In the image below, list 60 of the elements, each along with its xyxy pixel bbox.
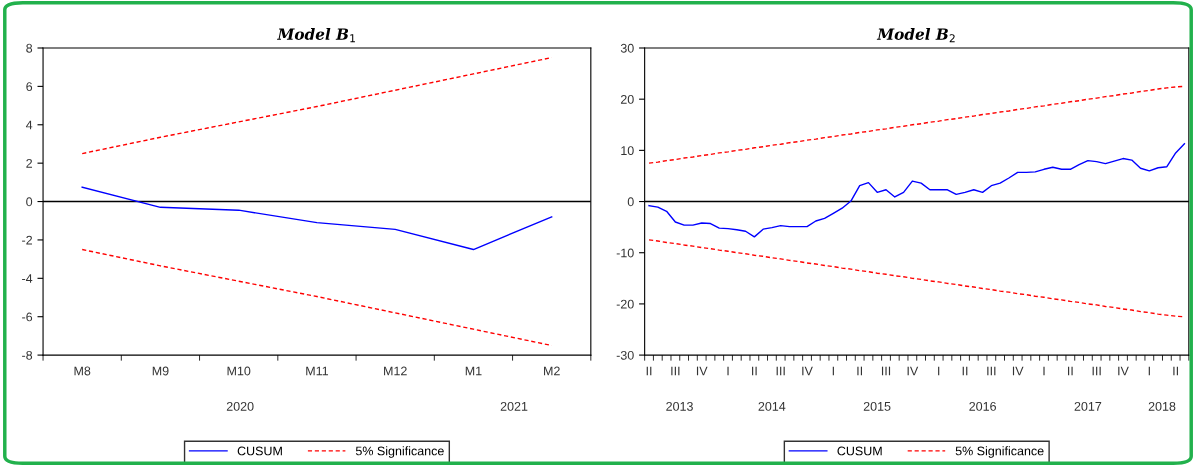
y-tick-label: -6 [22,312,33,322]
x2-tick-label: 2016 [969,401,996,411]
y-tick-label: -30 [616,350,634,360]
x-tick-label: IV [907,366,919,376]
x-tick-label: IV [1118,366,1129,376]
x2-tick-label: 2018 [1148,401,1176,411]
x2-tick-label: 2021 [500,401,528,411]
y-tick-label: 8 [26,43,33,53]
x-tick-label: II [1068,366,1073,376]
x-tick-label: IV [1012,366,1024,376]
y-tick-label: 30 [620,43,634,53]
chart-title: Model B$_{1}$ [277,28,355,43]
x-tick-label: III [881,366,891,376]
x-tick-label: I [727,366,729,376]
legend-label: 5% Significance [955,446,1044,458]
chart-title: Model B$_{2}$ [876,28,955,43]
x2-tick-label: 2020 [226,401,254,411]
y-tick-label: -2 [22,235,33,245]
x-tick-label: II [752,366,757,376]
x-tick-label: IV [802,366,813,376]
y-tick-label: -20 [616,299,634,309]
x-tick-label: M2 [544,366,560,376]
y-tick-label: 0 [26,197,33,207]
x-tick-label: III [776,366,785,376]
y-tick-label: 4 [25,120,33,130]
y-tick-label: -8 [22,350,33,360]
x-tick-label: I [1148,366,1150,376]
line-series [648,143,1186,238]
x-tick-label: III [671,366,680,376]
x-tick-label: II [646,366,652,376]
x2-tick-label: 2014 [758,401,786,411]
x-tick-label: M8 [74,366,91,376]
x-tick-label: I [832,366,834,376]
y-tick-label: 6 [26,82,33,92]
y-tick-label: 10 [621,146,634,156]
x2-tick-label: 2015 [863,401,891,411]
legend-label: 5% Significance [355,446,444,458]
x-tick-label: II [1173,366,1178,376]
legend-label: CUSUM [837,446,882,456]
x-tick-label: M12 [384,366,407,376]
x-tick-label: M9 [152,366,169,376]
y-tick-label: -10 [616,248,634,258]
y-tick-label: 2 [26,158,33,168]
x2-tick-label: 2013 [666,401,693,411]
x2-tick-label: 2017 [1074,401,1102,411]
x-tick-label: III [987,366,996,376]
x-tick-label: M1 [465,366,482,376]
x-tick-label: I [938,366,940,376]
x-tick-label: M10 [227,366,251,376]
x-tick-label: II [857,366,862,376]
line-series [81,186,553,251]
legend-label: CUSUM [237,446,282,456]
y-tick-label: 0 [627,197,634,207]
x-tick-label: IV [696,366,708,376]
y-tick-label: -4 [22,274,33,283]
x-tick-label: III [1092,366,1101,376]
x-tick-label: I [1043,366,1045,376]
x-tick-label: II [962,366,968,376]
y-tick-label: 20 [620,94,634,104]
x-tick-label: M11 [306,366,329,376]
